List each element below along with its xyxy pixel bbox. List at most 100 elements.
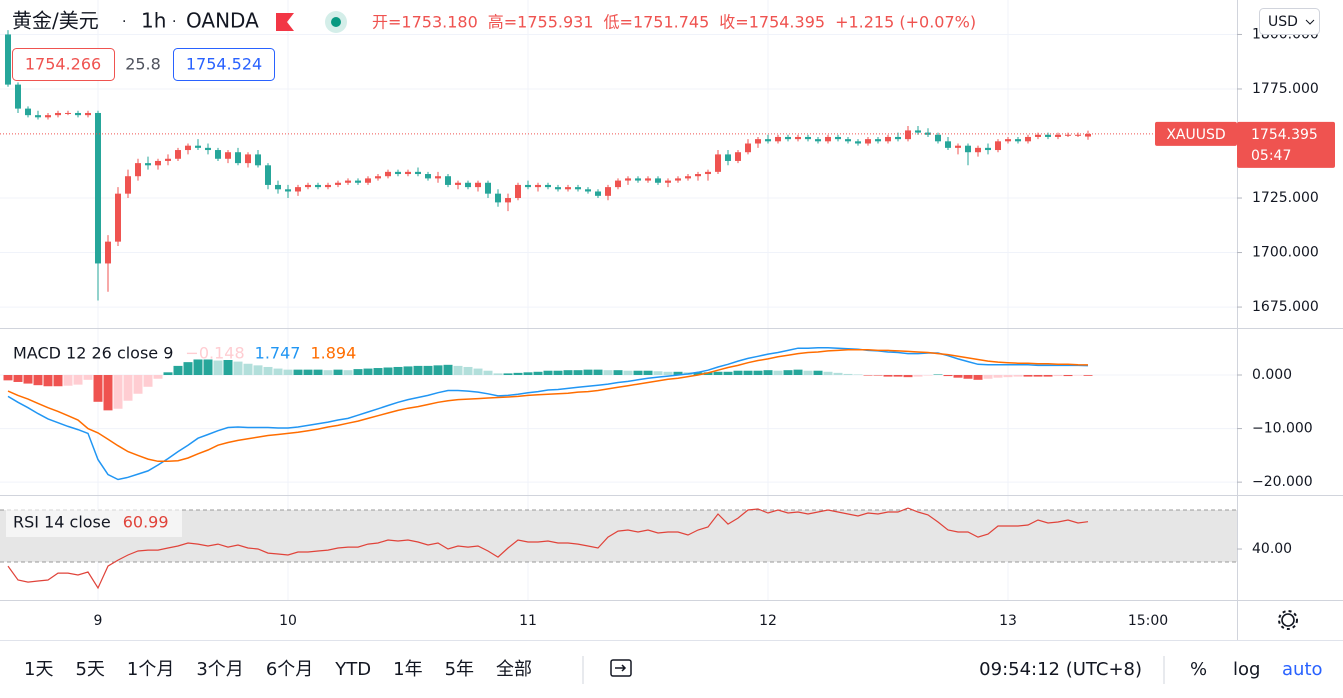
log-toggle[interactable]: log xyxy=(1233,659,1260,680)
range-button[interactable]: 6个月 xyxy=(266,659,313,680)
range-button[interactable]: 1个月 xyxy=(127,659,174,680)
candle-body xyxy=(355,180,361,183)
macd-histogram-bar xyxy=(23,375,33,384)
macd-histogram-bar xyxy=(713,371,723,375)
candle-body xyxy=(95,112,101,264)
range-button[interactable]: YTD xyxy=(334,659,371,680)
goto-icon-arrow[interactable] xyxy=(615,664,627,672)
candle-body xyxy=(85,112,91,116)
candle-body xyxy=(775,136,781,142)
candle-body xyxy=(235,152,241,164)
candle-body xyxy=(875,139,881,142)
macd-histogram-bar xyxy=(883,375,893,377)
macd-histogram-bar xyxy=(903,375,913,378)
candle-body xyxy=(55,112,61,116)
candle-body xyxy=(1055,134,1061,137)
candle-body xyxy=(665,180,671,183)
candle-body xyxy=(965,145,971,153)
candle-body xyxy=(1015,139,1021,142)
macd-histogram-bar xyxy=(913,375,923,377)
macd-histogram-bar xyxy=(313,369,323,375)
macd-histogram-bar xyxy=(113,375,123,409)
macd-histogram-bar xyxy=(323,370,333,375)
macd-histogram-bar xyxy=(583,369,593,375)
candle-body xyxy=(645,178,651,181)
x-tick-label: 12 xyxy=(759,613,777,629)
macd-histogram-bar xyxy=(603,370,613,375)
macd-histogram-bar xyxy=(983,375,993,379)
candle-body xyxy=(295,187,301,192)
bid-box[interactable] xyxy=(12,48,115,81)
ohlc-legend: 低=1751.745 xyxy=(604,13,710,32)
range-button[interactable]: 5天 xyxy=(75,659,104,680)
macd-histogram-bar xyxy=(1043,375,1053,377)
macd-histogram-bar xyxy=(283,369,293,375)
macd-histogram-bar xyxy=(723,371,733,375)
macd-histogram-bar xyxy=(763,370,773,375)
macd-histogram-bar xyxy=(263,366,273,375)
macd-histogram-bar xyxy=(753,370,763,375)
y-tick-label: 1675.000 xyxy=(1252,299,1319,315)
macd-histogram-bar xyxy=(873,375,883,376)
ask-box[interactable] xyxy=(173,48,275,81)
candle-body xyxy=(595,191,601,196)
range-button[interactable]: 5年 xyxy=(445,659,474,680)
macd-histogram-bar xyxy=(403,366,413,375)
macd-histogram-bar xyxy=(133,375,143,394)
candle-body xyxy=(305,184,311,188)
candle-body xyxy=(905,130,911,140)
candle-body xyxy=(35,115,41,118)
range-button[interactable]: 1年 xyxy=(393,659,422,680)
macd-histogram-bar xyxy=(623,370,633,375)
candle-body xyxy=(135,163,141,177)
candle-body xyxy=(375,176,381,179)
macd-histogram-bar xyxy=(203,359,213,375)
y-tick-label: 40.00 xyxy=(1252,541,1292,557)
settings-icon[interactable] xyxy=(1281,613,1295,627)
macd-legend-value: 1.747 xyxy=(255,344,301,363)
settings-icon[interactable] xyxy=(1278,610,1298,630)
macd-histogram-bar xyxy=(1023,375,1033,377)
candle-body xyxy=(755,139,761,144)
macd-histogram-bar xyxy=(563,370,573,375)
candle-body xyxy=(845,139,851,142)
macd-histogram-bar xyxy=(1083,375,1093,376)
spread: 25.8 xyxy=(125,55,161,74)
sep: · xyxy=(122,14,126,30)
candle-body xyxy=(245,154,251,164)
candle-body xyxy=(185,145,191,151)
currency-caret[interactable] xyxy=(1305,19,1315,25)
candle-body xyxy=(1085,133,1091,137)
currency[interactable]: USD xyxy=(1268,14,1298,30)
macd-histogram-bar xyxy=(783,370,793,375)
candle-body xyxy=(795,136,801,140)
candle-body xyxy=(175,150,181,159)
macd-histogram-bar xyxy=(733,370,743,375)
macd-histogram-bar xyxy=(503,373,513,375)
candle-body xyxy=(275,184,281,190)
ask[interactable]: 1754.524 xyxy=(186,55,262,74)
percent-toggle[interactable]: % xyxy=(1190,659,1207,680)
candle-body xyxy=(325,184,331,188)
macd-histogram-bar xyxy=(383,367,393,375)
macd-legend-value: −0.148 xyxy=(185,344,244,363)
macd-histogram-bar xyxy=(533,371,543,375)
range-button[interactable]: 1天 xyxy=(24,659,53,680)
candle-body xyxy=(455,182,461,185)
macd-histogram-bar xyxy=(393,366,403,375)
bid[interactable]: 1754.266 xyxy=(25,55,101,74)
candle-body xyxy=(745,143,751,153)
auto-toggle[interactable]: auto xyxy=(1282,659,1323,680)
symbol-tag-text: XAUUSD xyxy=(1166,127,1225,143)
macd-histogram-bar xyxy=(813,370,823,375)
range-button[interactable]: 全部 xyxy=(496,659,532,680)
x-tick-label: 9 xyxy=(94,613,103,629)
rsi-legend-value: 60.99 xyxy=(123,513,169,532)
goto-icon[interactable] xyxy=(610,659,632,677)
macd-histogram-bar xyxy=(693,372,703,375)
range-button[interactable]: 3个月 xyxy=(196,659,243,680)
currency-box[interactable] xyxy=(1259,8,1320,35)
macd-histogram-bar xyxy=(473,368,483,375)
macd-histogram-bar xyxy=(493,373,503,375)
candle-body xyxy=(65,112,71,114)
